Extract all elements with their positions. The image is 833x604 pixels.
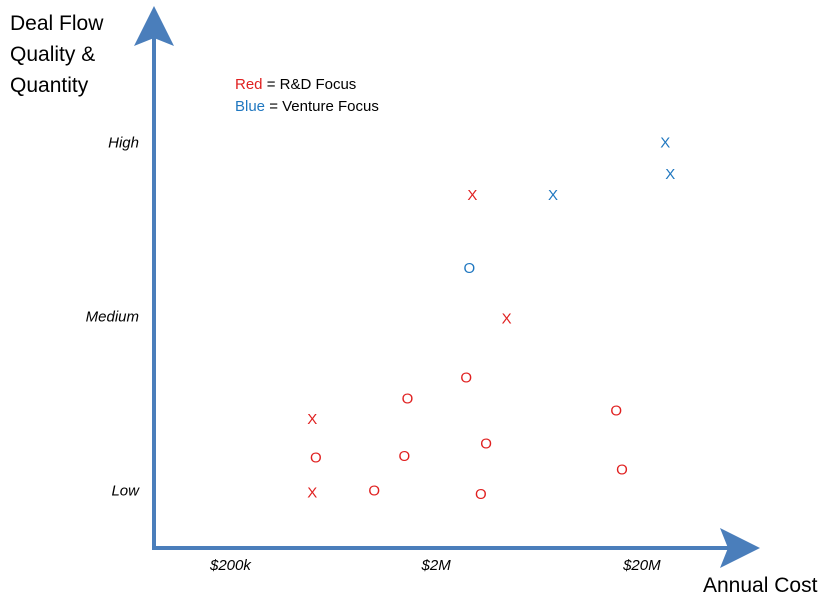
legend-color-word: Blue (235, 98, 266, 115)
legend-color-word: Red (235, 76, 263, 93)
legend-item-blue: Blue = Venture Focus (235, 96, 379, 118)
x-axis-title: Annual Cost (703, 574, 818, 597)
rd-focus-x-marker: X (467, 187, 477, 204)
rd-focus-o-marker: O (610, 403, 622, 420)
venture-focus-x-marker: X (660, 135, 670, 152)
x-tick-label: $20M (622, 557, 661, 574)
rd-focus-o-marker: O (616, 462, 628, 479)
rd-focus-x-marker: X (307, 484, 317, 501)
y-axis-title: Deal Flow Quality & Quantity (10, 12, 104, 97)
venture-focus-x-marker: X (665, 166, 675, 183)
x-tick-label: $200k (209, 557, 252, 574)
legend: Red = R&D Focus Blue = Venture Focus (235, 74, 379, 118)
rd-focus-x-marker: X (307, 411, 317, 428)
rd-focus-o-marker: O (402, 390, 414, 407)
y-tick-label: High (108, 135, 139, 152)
rd-focus-o-marker: O (368, 483, 380, 500)
legend-text: = R&D Focus (262, 76, 357, 93)
legend-text: = Venture Focus (265, 98, 379, 115)
venture-focus-x-marker: X (548, 187, 558, 204)
rd-focus-o-marker: O (475, 486, 487, 503)
x-tick-label: $2M (421, 557, 452, 574)
y-tick-label: Low (111, 483, 140, 500)
rd-focus-o-marker: O (310, 450, 322, 467)
rd-focus-x-marker: X (502, 310, 512, 327)
venture-focus-o-marker: O (464, 260, 476, 277)
rd-focus-o-marker: O (398, 448, 410, 465)
rd-focus-o-marker: O (460, 369, 472, 386)
rd-focus-o-marker: O (480, 436, 492, 453)
y-tick-label: Medium (86, 309, 139, 326)
legend-item-red: Red = R&D Focus (235, 74, 379, 96)
tick-labels: $200k $2M $20M Low Medium High (86, 135, 661, 574)
